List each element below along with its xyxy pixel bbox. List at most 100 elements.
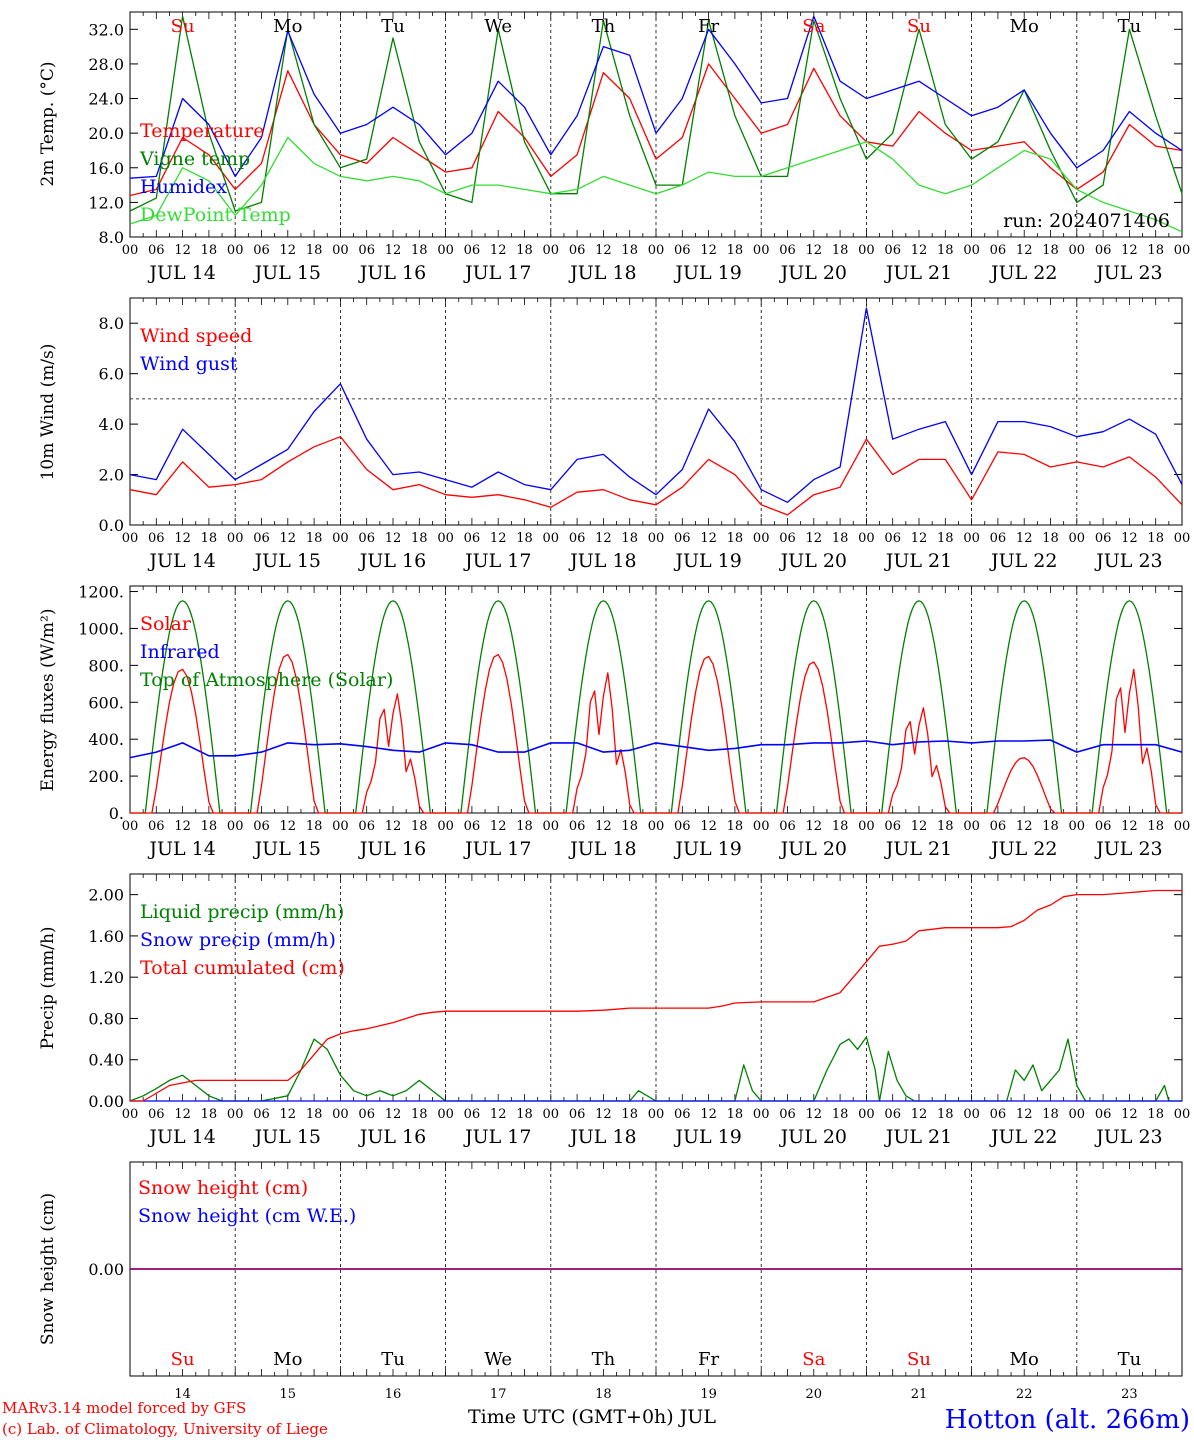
x-hour-label: 12 — [806, 1107, 823, 1122]
x-hour-label: 12 — [1121, 1107, 1138, 1122]
y-tick-label: 2.0 — [99, 466, 124, 485]
x-hour-label: 06 — [674, 243, 691, 258]
day-number-label: 15 — [280, 1387, 297, 1402]
x-hour-label: 00 — [963, 819, 980, 834]
x-date-label: JUL 18 — [568, 262, 636, 284]
x-hour-label: 18 — [1147, 1107, 1164, 1122]
x-hour-label: 00 — [543, 243, 560, 258]
x-hour-label: 12 — [174, 531, 191, 546]
station-name: Hotton (alt. 266m) — [945, 1405, 1190, 1435]
x-hour-label: 12 — [1121, 243, 1138, 258]
x-hour-label: 12 — [490, 819, 507, 834]
x-hour-label: 18 — [1042, 243, 1059, 258]
y-tick-label: 600. — [88, 693, 124, 712]
day-number-label: 19 — [700, 1387, 717, 1402]
x-hour-label: 06 — [1095, 1107, 1112, 1122]
y-tick-label: 0.00 — [88, 1260, 124, 1279]
x-date-label: JUL 20 — [779, 1126, 847, 1148]
x-hour-label: 00 — [648, 819, 665, 834]
x-hour-label: 12 — [1016, 243, 1033, 258]
x-hour-label: 18 — [1147, 819, 1164, 834]
x-hour-label: 18 — [727, 819, 744, 834]
x-hour-label: 06 — [674, 819, 691, 834]
x-hour-label: 18 — [201, 531, 218, 546]
weekday-label: Mo — [1010, 1349, 1039, 1370]
series-line-solar — [130, 653, 1182, 814]
x-hour-label: 06 — [569, 243, 586, 258]
x-date-label: JUL 22 — [989, 838, 1057, 860]
x-hour-label: 06 — [779, 243, 796, 258]
x-hour-label: 12 — [385, 243, 402, 258]
legend-entry: Wind speed — [140, 325, 252, 347]
y-tick-label: 800. — [88, 656, 124, 675]
panel-5: 0.00 Snow height (cm) Snow height (cm) Snow… — [38, 1161, 1183, 1402]
x-hour-label: 18 — [937, 1107, 954, 1122]
x-hour-label: 12 — [806, 531, 823, 546]
x-hour-label: 12 — [385, 819, 402, 834]
x-hour-label: 00 — [648, 243, 665, 258]
x-hour-label: 18 — [1042, 1107, 1059, 1122]
x-hour-label: 00 — [332, 243, 349, 258]
x-hour-label: 18 — [727, 243, 744, 258]
x-hour-label: 18 — [937, 531, 954, 546]
x-hour-label: 06 — [569, 531, 586, 546]
x-date-label: JUL 21 — [884, 550, 952, 572]
x-hour-label: 00 — [858, 1107, 875, 1122]
y-tick-label: 0.40 — [88, 1051, 124, 1070]
x-hour-label: 18 — [832, 243, 849, 258]
series-line-3 — [129, 136, 1183, 233]
weekday-label: Su — [907, 1349, 931, 1370]
x-date-label: JUL 19 — [673, 838, 741, 860]
x-date-label: JUL 17 — [463, 1126, 531, 1148]
y-axis-label: Snow height (cm) — [38, 1193, 58, 1345]
x-hour-label: 00 — [332, 1107, 349, 1122]
x-hour-label: 06 — [674, 531, 691, 546]
x-hour-label: 06 — [1095, 819, 1112, 834]
y-tick-label: 1000. — [78, 619, 124, 638]
y-tick-label: 2.00 — [88, 886, 124, 905]
weekday-label: Tu — [1118, 16, 1142, 37]
y-tick-label: 20.0 — [88, 124, 124, 143]
series-line-1 — [129, 307, 1183, 503]
x-hour-label: 12 — [174, 1107, 191, 1122]
day-number-label: 16 — [385, 1387, 402, 1402]
x-hour-label: 12 — [595, 819, 612, 834]
x-hour-label: 06 — [674, 1107, 691, 1122]
x-date-label: JUL 14 — [147, 550, 215, 572]
x-date-label: JUL 19 — [673, 550, 741, 572]
legend-entry: Total cumulated (cm) — [140, 957, 345, 979]
x-hour-label: 06 — [253, 819, 270, 834]
day-number-label: 17 — [490, 1387, 507, 1402]
legend-entry: Infrared — [140, 641, 220, 663]
x-hour-label: 00 — [227, 243, 244, 258]
x-hour-label: 06 — [464, 819, 481, 834]
x-hour-label: 00 — [122, 819, 139, 834]
y-tick-label: 200. — [88, 767, 124, 786]
x-hour-label: 18 — [201, 1107, 218, 1122]
weekday-label: Su — [171, 1349, 195, 1370]
x-date-label: JUL 19 — [673, 1126, 741, 1148]
x-date-label: JUL 23 — [1094, 838, 1162, 860]
x-hour-label: 18 — [1147, 531, 1164, 546]
day-number-label: 20 — [806, 1387, 823, 1402]
x-hour-label: 00 — [963, 531, 980, 546]
x-hour-label: 18 — [306, 819, 323, 834]
x-hour-label: 18 — [516, 819, 533, 834]
x-hour-label: 00 — [963, 243, 980, 258]
x-hour-label: 18 — [832, 819, 849, 834]
weekday-label: Mo — [273, 1349, 302, 1370]
x-hour-label: 06 — [358, 819, 375, 834]
x-hour-label: 00 — [122, 531, 139, 546]
x-hour-label: 12 — [490, 531, 507, 546]
weekday-label: Tu — [381, 1349, 405, 1370]
x-hour-label: 00 — [753, 1107, 770, 1122]
x-hour-label: 12 — [385, 1107, 402, 1122]
x-hour-label: 12 — [700, 819, 717, 834]
x-hour-label: 06 — [779, 531, 796, 546]
x-hour-label: 00 — [1069, 1107, 1086, 1122]
series-line-2 — [130, 889, 1182, 1102]
x-hour-label: 00 — [1069, 819, 1086, 834]
x-hour-label: 18 — [832, 1107, 849, 1122]
x-hour-label: 12 — [806, 243, 823, 258]
x-hour-label: 18 — [621, 531, 638, 546]
